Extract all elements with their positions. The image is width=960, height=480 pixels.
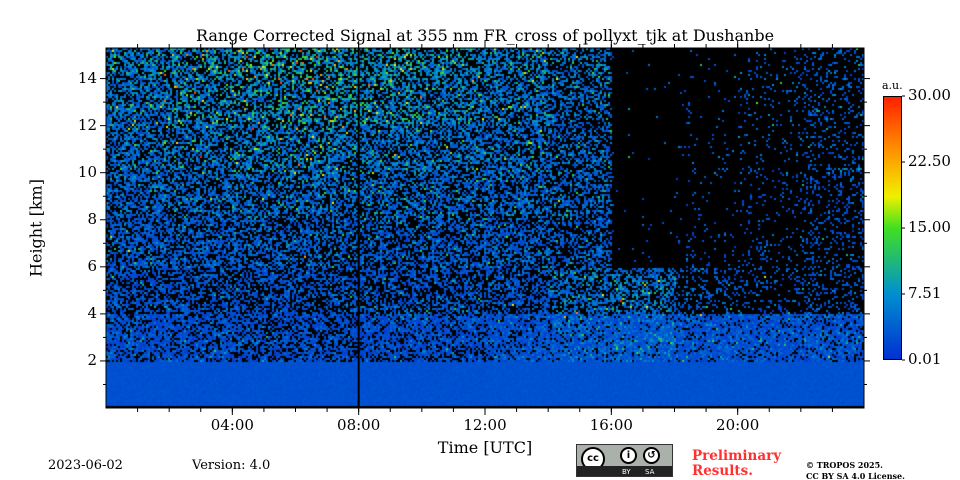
x-tick-label: 20:00 [716, 416, 760, 434]
cc-by-label: BY [622, 468, 631, 476]
sa-share-alike-icon: ↺ [643, 447, 660, 464]
heatmap-image [106, 48, 864, 408]
version-label: Version: 4.0 [192, 458, 271, 473]
y-tick-label: 8 [87, 209, 97, 228]
chart-title: Range Corrected Signal at 355 nm FR_cros… [195, 26, 775, 45]
colorbar-tick-label: 0.01 [908, 350, 942, 368]
y-axis-label: Height [km] [26, 179, 46, 277]
date-label: 2023-06-02 [48, 458, 123, 473]
y-tick-label: 2 [87, 350, 97, 369]
colorbar-tick-label: 30.00 [908, 86, 951, 104]
colorbar-tick-label: 7.51 [908, 283, 942, 302]
cc-sa-label: SA [645, 468, 655, 476]
colorbar [883, 96, 902, 360]
x-tick-label: 08:00 [337, 416, 381, 434]
y-tick-label: 4 [87, 303, 97, 322]
heatmap-plot-area [106, 48, 864, 408]
x-tick-label: 12:00 [463, 416, 507, 434]
license-line: CC BY SA 4.0 License. [806, 471, 905, 480]
by-person-icon: i [620, 447, 637, 464]
cc-by-sa-logo: cc i ↺ BY SA [576, 444, 673, 477]
y-tick-label: 6 [87, 256, 97, 275]
preliminary-line1: Preliminary [692, 448, 782, 464]
copyright-note: © TROPOS 2025. CC BY SA 4.0 License. [806, 460, 905, 480]
y-tick-label: 14 [77, 68, 97, 87]
x-tick-label: 04:00 [210, 416, 254, 434]
y-tick-label: 12 [77, 115, 97, 134]
colorbar-tick-label: 22.50 [908, 152, 951, 171]
preliminary-results-note: Preliminary Results. [692, 449, 781, 479]
x-tick-label: 16:00 [589, 416, 633, 434]
plot-frame [105, 47, 865, 409]
x-axis-label: Time [UTC] [437, 438, 533, 457]
y-tick-label: 10 [77, 162, 97, 181]
colorbar-unit: a.u. [882, 79, 903, 92]
copyright-line1: © TROPOS 2025. [806, 460, 883, 470]
colorbar-tick-label: 15.00 [908, 218, 951, 237]
preliminary-line2: Results. [692, 463, 753, 479]
